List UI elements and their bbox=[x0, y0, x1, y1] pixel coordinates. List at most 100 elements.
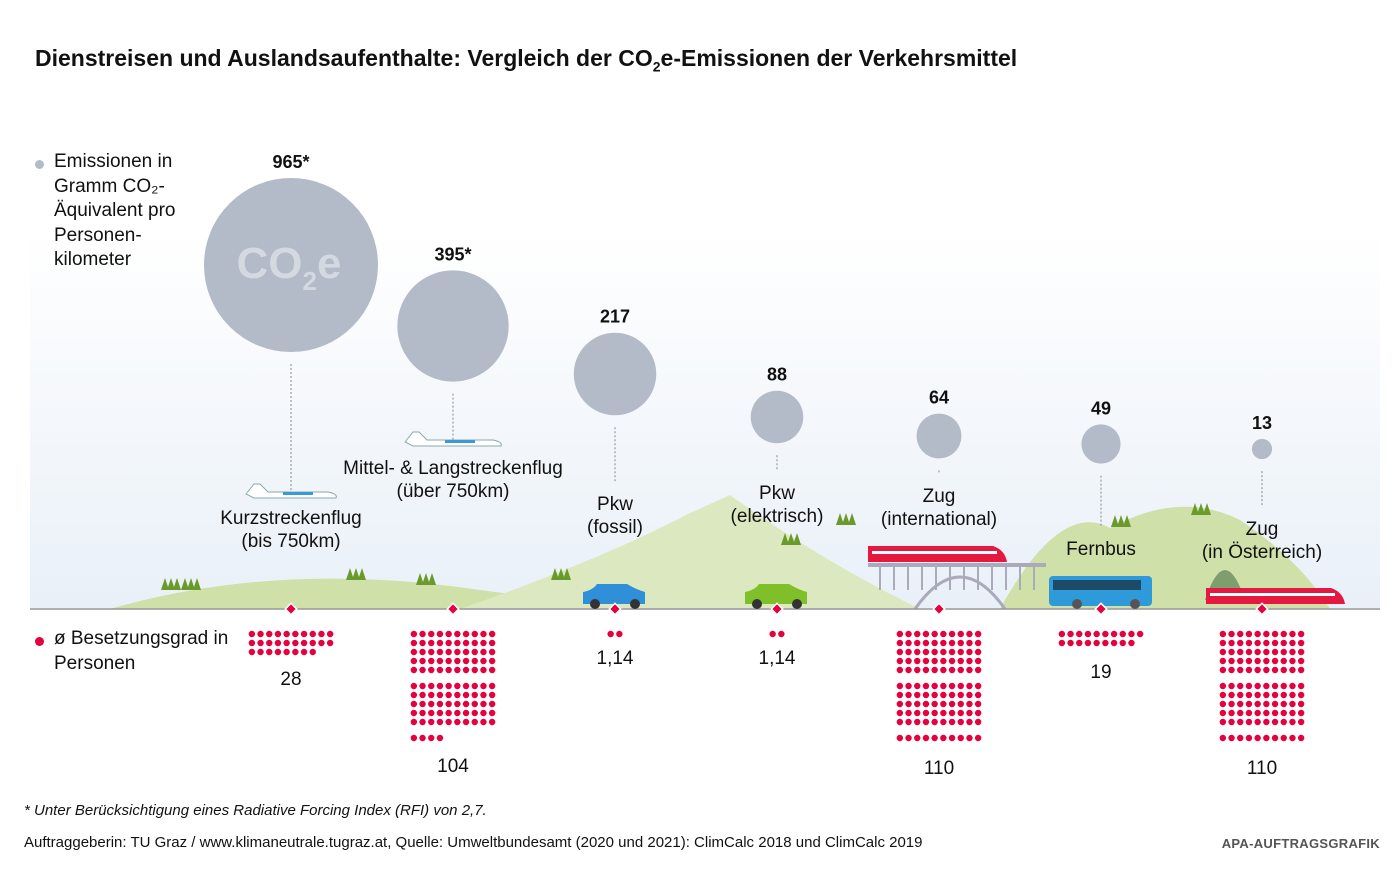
tree-icon bbox=[551, 568, 559, 580]
occupancy-dot bbox=[1228, 639, 1235, 647]
occupancy-dot bbox=[957, 639, 964, 647]
occupancy-dot bbox=[931, 657, 938, 665]
tree-icon bbox=[781, 533, 789, 545]
occupancy-dot bbox=[1228, 682, 1235, 690]
bridge-arch bbox=[913, 575, 1007, 610]
tree-icon bbox=[428, 573, 436, 585]
occupancy-dot bbox=[905, 666, 912, 674]
occupancy-dot bbox=[914, 682, 921, 690]
occupancy-dot bbox=[454, 682, 461, 690]
occupancy-dot bbox=[419, 630, 426, 638]
vehicle-label: Pkw bbox=[759, 483, 795, 504]
occupancy-dot bbox=[931, 734, 938, 742]
occupancy-dot bbox=[922, 666, 930, 674]
occupancy-dot bbox=[454, 691, 461, 699]
occupancy-dot bbox=[1297, 630, 1305, 638]
occupancy-dot bbox=[266, 630, 273, 638]
occupancy-dot bbox=[1237, 700, 1244, 708]
emission-value: 217 bbox=[600, 307, 630, 327]
axis-marker bbox=[1094, 602, 1108, 616]
occupancy-dot bbox=[471, 648, 478, 656]
occupancy-dot bbox=[974, 657, 982, 665]
occupancy-dot bbox=[1219, 700, 1227, 708]
occupancy-dot bbox=[419, 682, 426, 690]
occupancy-dot bbox=[257, 639, 264, 647]
emission-value: 64 bbox=[929, 388, 949, 408]
occupancy-dot bbox=[1228, 648, 1235, 656]
occupancy-dot bbox=[940, 709, 947, 717]
emission-bubble bbox=[573, 332, 657, 416]
occupancy-dot bbox=[1237, 734, 1244, 742]
occupancy-dot bbox=[896, 630, 904, 638]
occupancy-dot bbox=[1271, 639, 1279, 647]
occupancy-dot bbox=[922, 682, 930, 690]
occupancy-dot bbox=[974, 691, 982, 699]
occupancy-dot bbox=[974, 700, 982, 708]
occupancy-dot bbox=[914, 630, 921, 638]
emission-bubble bbox=[204, 178, 378, 352]
occupancy-dot bbox=[428, 639, 435, 647]
occupancy-dot bbox=[292, 648, 299, 656]
occupancy-dot bbox=[1058, 639, 1066, 647]
legend-emissions: Emissionen in Gramm CO₂-Äquivalent pro P… bbox=[35, 150, 200, 273]
occupancy-dot bbox=[957, 709, 964, 717]
hill bbox=[110, 578, 600, 609]
occupancy-dot bbox=[454, 648, 461, 656]
occupancy-dot bbox=[419, 718, 426, 726]
title-subscript: 2 bbox=[652, 58, 661, 75]
occupancy-dot bbox=[1289, 657, 1296, 665]
wheel bbox=[630, 599, 640, 609]
emission-bubble bbox=[397, 270, 509, 382]
occupancy-dot bbox=[471, 718, 478, 726]
occupancy-dot bbox=[248, 630, 256, 638]
occupancy-dot bbox=[1289, 639, 1296, 647]
occupancy-dot bbox=[931, 700, 938, 708]
occupancy-dot bbox=[1228, 734, 1235, 742]
occupancy-dot bbox=[974, 666, 982, 674]
occupancy-dot bbox=[1280, 639, 1287, 647]
occupancy-dot bbox=[940, 700, 947, 708]
occupancy-dot bbox=[1289, 691, 1296, 699]
occupancy-dot bbox=[419, 700, 426, 708]
occupancy-dot bbox=[436, 639, 444, 647]
occupancy-dot bbox=[257, 630, 264, 638]
occupancy-dot bbox=[419, 657, 426, 665]
occupancy-dot bbox=[1271, 691, 1279, 699]
legend-occupancy: ø Besetzungsgrad in Personen bbox=[35, 627, 235, 676]
occupancy-dot bbox=[957, 691, 964, 699]
occupancy-dot bbox=[931, 718, 938, 726]
occupancy-dot bbox=[1245, 657, 1253, 665]
occupancy-dot bbox=[914, 718, 921, 726]
footnote: * Unter Berücksichtigung eines Radiative… bbox=[24, 802, 487, 819]
car-icon bbox=[745, 584, 807, 604]
occupancy-dot bbox=[1237, 691, 1244, 699]
occupancy-dot bbox=[436, 666, 444, 674]
occupancy-dot bbox=[966, 648, 973, 656]
occupancy-dot bbox=[1271, 630, 1279, 638]
vehicle-label: Mittel- & Langstreckenflug bbox=[343, 458, 563, 479]
occupancy-dot bbox=[948, 709, 956, 717]
tree-icon bbox=[1197, 503, 1205, 515]
occupancy-value: 1,14 bbox=[759, 648, 796, 669]
occupancy-dot bbox=[1093, 639, 1100, 647]
train-windows bbox=[1210, 593, 1335, 596]
occupancy-dot bbox=[1289, 630, 1296, 638]
occupancy-dot bbox=[1228, 630, 1235, 638]
occupancy-dot bbox=[1219, 718, 1227, 726]
occupancy-dot bbox=[471, 639, 478, 647]
occupancy-dot bbox=[410, 718, 418, 726]
occupancy-dot bbox=[1280, 666, 1287, 674]
occupancy-dot bbox=[436, 700, 444, 708]
occupancy-dot bbox=[974, 709, 982, 717]
occupancy-dot bbox=[1219, 666, 1227, 674]
occupancy-dot bbox=[488, 657, 496, 665]
legend-dot-marker bbox=[35, 637, 44, 646]
occupancy-dot bbox=[1136, 630, 1144, 638]
occupancy-dot bbox=[940, 648, 947, 656]
occupancy-dot bbox=[248, 648, 256, 656]
occupancy-dot bbox=[948, 639, 956, 647]
occupancy-dot bbox=[1280, 691, 1287, 699]
occupancy-dot bbox=[1245, 682, 1253, 690]
occupancy-dot bbox=[480, 648, 487, 656]
occupancy-dot bbox=[410, 709, 418, 717]
